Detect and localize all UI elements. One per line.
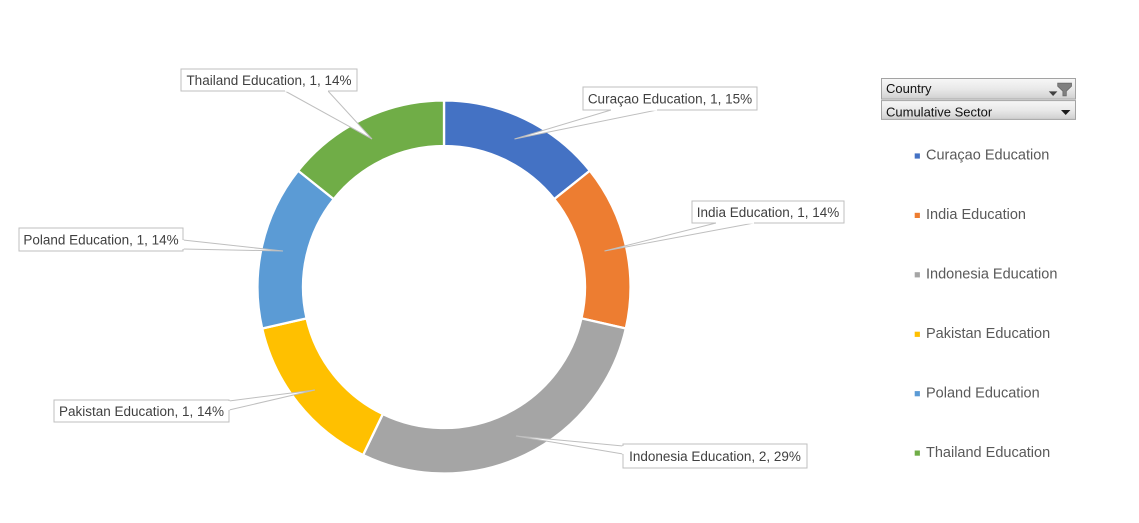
svg-text:Country: Country <box>886 81 932 96</box>
svg-text:Thailand Education: Thailand Education <box>926 445 1050 461</box>
svg-text:Cumulative Sector: Cumulative Sector <box>886 105 993 120</box>
svg-text:India Education: India Education <box>926 207 1026 223</box>
svg-text:Pakistan Education, 1, 14%: Pakistan Education, 1, 14% <box>59 404 224 419</box>
svg-text:Indonesia Education, 2, 29%: Indonesia Education, 2, 29% <box>629 449 801 464</box>
svg-text:Poland Education: Poland Education <box>926 385 1040 401</box>
svg-text:Pakistan Education: Pakistan Education <box>926 326 1050 342</box>
svg-text:Curaçao Education, 1, 15%: Curaçao Education, 1, 15% <box>588 91 752 106</box>
svg-text:Curaçao Education: Curaçao Education <box>926 148 1049 164</box>
svg-text:India Education, 1, 14%: India Education, 1, 14% <box>697 205 840 220</box>
svg-text:Indonesia Education: Indonesia Education <box>926 267 1057 283</box>
svg-text:Thailand Education, 1, 14%: Thailand Education, 1, 14% <box>186 73 351 88</box>
svg-text:Poland Education, 1, 14%: Poland Education, 1, 14% <box>23 232 178 247</box>
